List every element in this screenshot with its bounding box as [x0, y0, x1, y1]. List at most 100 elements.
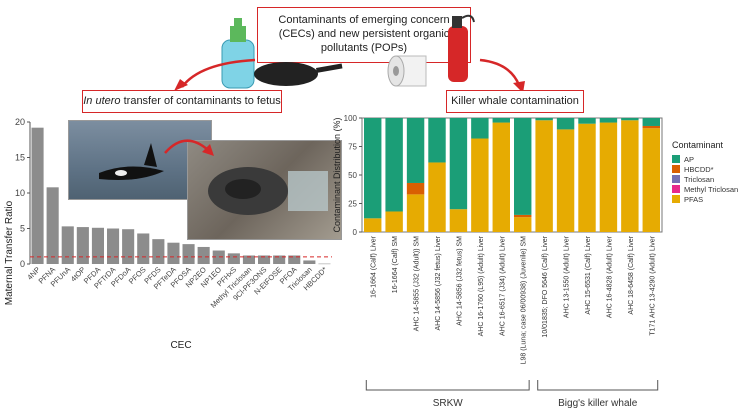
bar: [182, 244, 195, 264]
stacked-bar-segment: [642, 118, 660, 126]
stacked-bar-segment: [642, 128, 660, 232]
y-tick-label: 15: [15, 153, 25, 163]
x-tick-label: AHC 15-6531 (Calf) Liver: [585, 235, 592, 314]
y-tick-label: 50: [348, 171, 357, 180]
y-tick-label: 0: [20, 259, 25, 269]
bar: [46, 187, 59, 264]
stacked-bar-segment: [492, 122, 510, 232]
legend-swatch: [672, 195, 680, 203]
stacked-bar-segment: [428, 162, 446, 232]
y-tick-label: 5: [20, 224, 25, 234]
stacked-bar-segment: [556, 118, 575, 130]
frying-pan-icon: [254, 62, 343, 86]
legend-label: Triclosan: [684, 175, 714, 184]
x-tick-label: AHC 14-5856 (J32 fetus) SM: [456, 236, 463, 326]
group-bracket: [537, 380, 659, 391]
killer-whale-label: Killer whale contamination: [446, 90, 584, 113]
legend-swatch: [672, 155, 680, 163]
stacked-bar-segment: [385, 118, 403, 212]
bar: [318, 263, 331, 265]
stacked-bar-segment: [406, 182, 425, 195]
bar: [76, 227, 89, 264]
legend-title: Contaminant: [672, 140, 724, 150]
stacked-bar-segment: [514, 217, 532, 232]
header-line-1: Contaminants of emerging concern: [278, 14, 450, 26]
bar: [227, 253, 240, 264]
bar: [212, 250, 225, 264]
stacked-bar-segment: [599, 118, 618, 123]
stacked-bar-segment: [535, 118, 553, 121]
whale-shape-icon: [99, 143, 164, 180]
legend-swatch: [672, 175, 680, 183]
x-tick-label: 16-1664 (Calf) Liver: [371, 235, 378, 298]
y-axis-title: Contaminant Distribution (%): [332, 117, 342, 232]
bar: [122, 229, 135, 264]
stacked-bar-segment: [364, 218, 382, 232]
y-tick-label: 25: [348, 200, 357, 209]
bar: [288, 255, 301, 264]
bar: [61, 226, 74, 264]
bar: [107, 228, 120, 264]
curved-arrow-icon: [164, 139, 214, 156]
in-utero-italic: In utero: [83, 95, 121, 107]
x-tick-label: T171 AHC 13-4290 (Adult) Liver: [649, 235, 656, 335]
bar: [167, 242, 180, 264]
x-tick-label: 10/01835; DFO 5646 (Calf) Liver: [542, 235, 549, 337]
stacked-bar-segment: [535, 120, 553, 232]
header-box: Contaminants of emerging concern (CECs) …: [257, 7, 471, 63]
bar: [152, 239, 165, 264]
x-tick-label: 16-1664 (Calf) SM: [392, 236, 399, 293]
x-tick-label: AHC 16-1760 (L95) (Adult) Liver: [478, 235, 485, 336]
x-axis-title: CEC: [170, 340, 191, 351]
bar: [303, 260, 316, 264]
x-tick-label: AHC 16-6517 (J34) (Adult) Liver: [499, 235, 506, 336]
stacked-bar-segment: [364, 118, 382, 219]
stacked-bar-segment: [492, 118, 510, 123]
legend-label: Methyl Triclosan: [684, 185, 738, 194]
x-tick-label: L98 (Luna; case 06/00938) (Juvenile) SM: [521, 236, 528, 365]
legend-label: PFAS: [684, 195, 703, 204]
maternal-transfer-chart: 051015204NPPFNAPFUnA4tOPPFDAPFTrDAPFDoAP…: [4, 117, 332, 351]
toilet-paper-icon: [387, 55, 427, 87]
in-utero-rest: transfer of contaminants to fetus: [120, 95, 281, 107]
stacked-bar-segment: [385, 211, 403, 232]
necropsy-photo: [187, 140, 342, 240]
stacked-bar-segment: [406, 194, 425, 232]
x-tick-label: AHC 16-4828 (Adult) Liver: [606, 235, 613, 318]
in-utero-label: In utero transfer of contaminants to fet…: [82, 90, 282, 113]
legend-label: HBCDD*: [684, 165, 714, 174]
x-tick-label: AHC 14-5855 (J32 (Adult)) SM: [414, 236, 421, 331]
necropsy-shape-icon: [208, 167, 328, 215]
legend-swatch: [672, 165, 680, 173]
group-label: SRKW: [433, 398, 464, 409]
bar: [137, 233, 150, 264]
contaminant-distribution-chart: 0 25 50 75 100 16-1664 (Calf) Liver 16-1664 (C…: [332, 114, 738, 409]
y-tick-label: 75: [348, 143, 357, 152]
arrow-right-icon: [479, 58, 525, 93]
stacked-bar-segment: [621, 118, 639, 121]
bar: [91, 227, 104, 264]
x-tick-label: AHC 13-1550 (Adult) Liver: [564, 235, 571, 318]
y-tick-label: 100: [344, 114, 358, 123]
bar: [273, 255, 286, 264]
fire-extinguisher-icon: [448, 14, 475, 82]
bar: [242, 255, 255, 264]
x-tick-label: AHC 18-6458 (Calf) Liver: [628, 235, 635, 314]
y-tick-label: 0: [353, 228, 358, 237]
y-tick-label: 20: [15, 117, 25, 127]
x-tick-label: AHC 14-5856 (J32 fetus) Liver: [435, 235, 442, 330]
header-line-3: pollutants (POPs): [320, 42, 408, 54]
stacked-bar-segment: [599, 122, 618, 232]
stacked-bar-segment: [449, 209, 468, 232]
bar: [31, 127, 44, 265]
legend-swatch: [672, 185, 680, 193]
y-axis-title: Maternal Transfer Ratio: [4, 200, 15, 305]
group-label: Bigg's killer whale: [558, 398, 638, 409]
stacked-bar-segment: [449, 118, 468, 210]
stacked-bar-segment: [428, 118, 446, 163]
header-line-2: (CECs) and new persistent organic: [278, 28, 450, 40]
stacked-bar-segment: [642, 125, 660, 129]
bar: [258, 255, 271, 264]
stacked-bar-segment: [514, 118, 532, 215]
stacked-bar-segment: [471, 118, 489, 139]
